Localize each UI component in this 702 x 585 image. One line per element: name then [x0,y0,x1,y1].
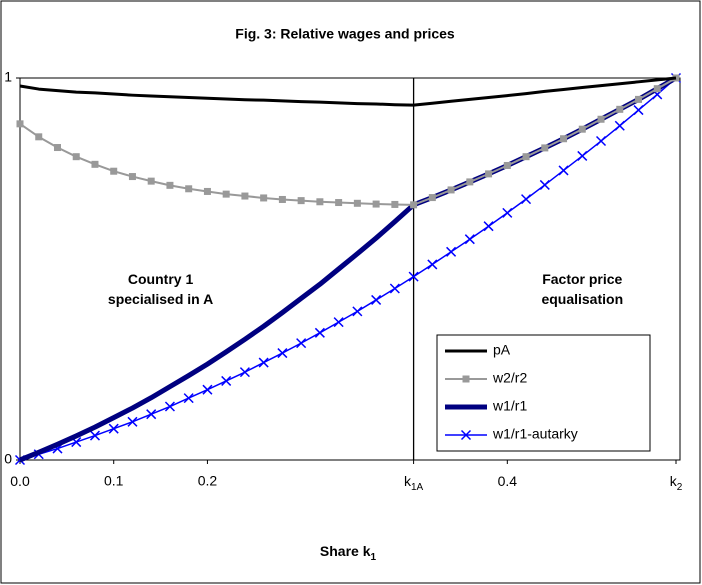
annotation: specialised in A [108,291,213,307]
series-marker [522,153,530,161]
series-marker [296,338,307,349]
series-marker [110,167,118,175]
series-marker [314,327,325,338]
series-marker [558,165,569,176]
series-marker [241,192,249,200]
series-marker [35,133,43,141]
annotation: equalisation [541,291,623,307]
x-tick-label: 0.2 [198,473,218,489]
series-marker [277,348,288,359]
series-marker [446,246,457,257]
series-marker [614,120,625,131]
series-marker [447,186,455,194]
series-marker [185,185,193,193]
x-tick-label: 0.0 [10,473,30,489]
series-marker [597,115,605,123]
series-marker [408,271,419,282]
series-marker [316,198,324,206]
legend-marker [462,375,470,383]
series-marker [147,177,155,185]
x-tick-label: 0.1 [104,473,124,489]
series-marker [372,200,380,208]
series-marker [616,105,624,113]
x-tick-label-sub: 2 [677,482,683,493]
series-marker [466,178,474,186]
series-marker [333,317,344,328]
series-marker [203,187,211,195]
series-marker [297,197,305,205]
series-marker [389,283,400,294]
x-tick-label-sub: 1A [411,482,424,493]
series-marker [183,393,194,404]
series-marker [541,144,549,152]
series-marker [633,105,644,116]
series-marker [222,190,230,198]
series-marker [502,207,513,218]
y-tick-label: 0 [4,451,12,467]
series-marker [258,357,269,368]
x-axis-label-sub: 1 [371,552,377,563]
legend-label: w2/r2 [492,370,527,386]
series-marker [410,201,418,209]
series-marker [278,195,286,203]
series-marker [91,160,99,168]
series-marker [503,161,511,169]
plot-frame [19,77,681,461]
series-marker [72,153,80,161]
series-marker [146,409,157,420]
series-marker [483,221,494,232]
series-marker [164,401,175,412]
series-marker [108,423,119,434]
legend-marker [460,429,472,441]
series-marker [16,120,24,128]
legend-label: w1/r1 [492,398,527,414]
series-marker [560,135,568,143]
series-marker [578,125,586,133]
series-marker [427,259,438,270]
x-tick-label-main: k [404,473,412,489]
legend-label: pA [493,342,511,358]
x-tick-label-main: k [670,473,678,489]
series-marker [166,181,174,189]
series-marker [53,144,61,152]
series-line [19,76,677,107]
series-marker [464,234,475,245]
x-axis-label: Share k1 [320,543,377,563]
series-marker [539,179,550,190]
x-axis-label-main: Share k [320,543,371,559]
series-marker [127,416,138,427]
annotation: Country 1 [128,271,194,287]
series-marker [577,150,588,161]
series-marker [260,194,268,202]
series-marker [353,199,361,207]
x-tick-label: k2 [670,473,683,493]
series-marker [653,85,661,93]
series-marker [635,95,643,103]
legend-box [436,334,651,452]
x-tick-label: k1A [404,473,424,493]
series-marker [202,384,213,395]
x-tick-label-main: 0.4 [498,473,518,489]
series-marker [335,199,343,207]
x-tick-label: 0.4 [498,473,518,489]
series-marker [428,194,436,202]
legend-label: w1/r1-autarky [492,426,578,442]
series-marker [521,194,532,205]
series-marker [128,173,136,181]
x-tick-label-main: 0.0 [10,473,30,489]
chart-title: Fig. 3: Relative wages and prices [235,26,455,42]
series-marker [352,306,363,317]
series-marker [221,375,232,386]
y-tick-label: 1 [4,69,12,85]
series-marker [239,367,250,378]
series-marker [89,430,101,441]
series-marker [485,170,493,178]
series-marker [371,294,382,305]
series-marker [595,135,607,147]
annotation: Factor price [542,271,622,287]
series-marker [391,200,399,208]
